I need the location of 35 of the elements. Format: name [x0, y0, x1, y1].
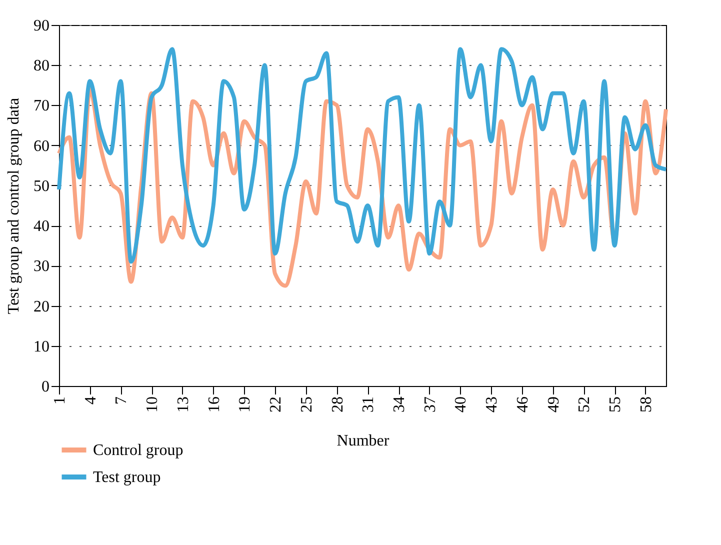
x-tick-label: 22 — [268, 396, 285, 412]
x-tick-label: 19 — [236, 396, 254, 412]
x-tick-label: 10 — [144, 396, 162, 412]
y-tick-label: 0 — [42, 378, 50, 396]
y-axis-title: Test group and control group data — [6, 98, 22, 314]
x-tick-label: 58 — [638, 396, 655, 412]
x-axis-title: Number — [336, 432, 390, 450]
line-series — [57, 47, 668, 264]
x-tick-label: 25 — [298, 396, 316, 412]
x-tick-label: 55 — [607, 396, 624, 412]
x-tick-label: 46 — [514, 396, 532, 412]
y-tick-label: 10 — [34, 338, 50, 356]
x-tick-label: 40 — [452, 396, 470, 412]
legend-label: Test group — [93, 469, 161, 486]
y-tick-label: 40 — [34, 218, 50, 236]
x-tick-label: 7 — [113, 396, 130, 404]
x-tick-label: 49 — [545, 396, 562, 412]
x-tick-label: 4 — [82, 396, 100, 404]
x-tick-label: 52 — [576, 396, 594, 412]
y-tick-label: 20 — [34, 298, 50, 316]
x-tick-label: 34 — [391, 396, 408, 412]
x-tick-label: 13 — [174, 396, 192, 412]
y-tick-label: 50 — [34, 178, 50, 195]
x-tick-label: 37 — [422, 396, 439, 412]
y-tick-label: 90 — [34, 18, 50, 34]
legend-label: Control group — [93, 442, 184, 459]
x-tick-label: 43 — [484, 396, 501, 412]
x-tick-label: 1 — [52, 396, 68, 404]
y-tick-label: 60 — [34, 138, 50, 155]
y-tick-label: 80 — [34, 58, 50, 75]
x-tick-label: 16 — [206, 396, 223, 412]
y-tick-label: 70 — [34, 98, 50, 115]
x-tick-label: 31 — [360, 396, 378, 412]
x-tick-label: 28 — [329, 396, 346, 412]
y-tick-label: 30 — [34, 258, 50, 276]
